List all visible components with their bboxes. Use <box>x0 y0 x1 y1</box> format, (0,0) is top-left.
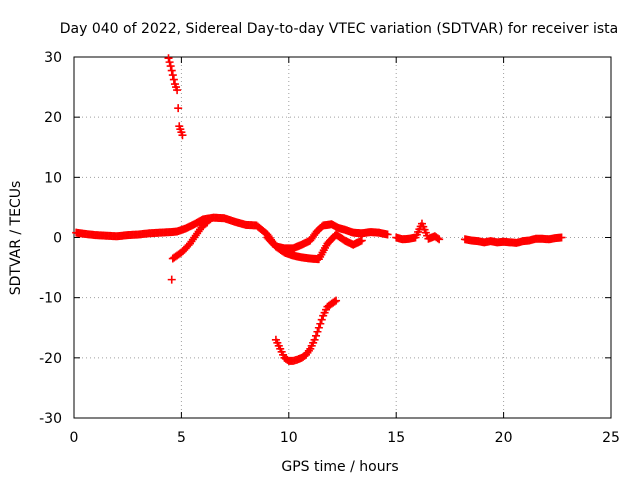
x-tick-label: 15 <box>387 430 405 446</box>
data-point <box>201 219 210 228</box>
data-point <box>332 296 341 305</box>
data-point <box>178 131 187 140</box>
data-point <box>433 234 442 243</box>
y-axis-tick-labels: -30 -20 -10 0 10 20 30 <box>39 50 62 427</box>
y-tick-label: 20 <box>44 110 62 126</box>
y-tick-label: 10 <box>44 170 62 186</box>
data-point <box>164 54 173 63</box>
y-tick-label: -30 <box>39 411 62 427</box>
x-tick-label: 0 <box>70 430 79 446</box>
data-point <box>169 75 178 84</box>
series-rising-branch <box>168 218 212 263</box>
series-lower-branch <box>263 230 366 264</box>
data-point <box>314 323 323 332</box>
x-tick-label: 25 <box>602 430 620 446</box>
x-axis-tick-labels: 0 5 10 15 20 25 <box>70 430 620 446</box>
x-axis-label: GPS time / hours <box>281 459 398 475</box>
series-negative-dip <box>271 296 341 365</box>
series-main-trace <box>72 213 392 253</box>
data-point <box>312 331 321 340</box>
data-point <box>330 297 339 306</box>
data-point <box>174 104 183 113</box>
data-point <box>310 335 319 344</box>
data-point <box>173 86 182 95</box>
data-point <box>167 66 176 75</box>
data-point <box>313 327 322 336</box>
data-point <box>557 233 566 242</box>
chart-title: Day 040 of 2022, Sidereal Day-to-day VTE… <box>60 21 618 37</box>
y-axis-label: SDTVAR / TECUs <box>8 181 24 296</box>
data-point <box>316 319 325 328</box>
data-point <box>165 58 174 67</box>
y-tick-label: 30 <box>44 50 62 66</box>
data-point <box>167 275 176 284</box>
series-isolated-point <box>167 275 176 284</box>
data-point <box>383 230 392 239</box>
axis-ticks <box>73 56 612 419</box>
y-tick-label: -10 <box>39 291 62 307</box>
x-tick-label: 20 <box>495 430 513 446</box>
data-point <box>166 62 175 71</box>
x-tick-label: 5 <box>177 430 186 446</box>
x-tick-label: 10 <box>280 430 298 446</box>
data-point <box>357 236 366 245</box>
data-point <box>168 71 177 80</box>
series-positive-spike <box>164 54 187 140</box>
data-point <box>203 218 212 227</box>
y-tick-label: -20 <box>39 351 62 367</box>
data-markers <box>72 54 566 365</box>
series-late-segments <box>392 219 566 247</box>
data-point <box>317 315 326 324</box>
data-point <box>435 235 444 244</box>
y-tick-label: 0 <box>53 231 62 247</box>
